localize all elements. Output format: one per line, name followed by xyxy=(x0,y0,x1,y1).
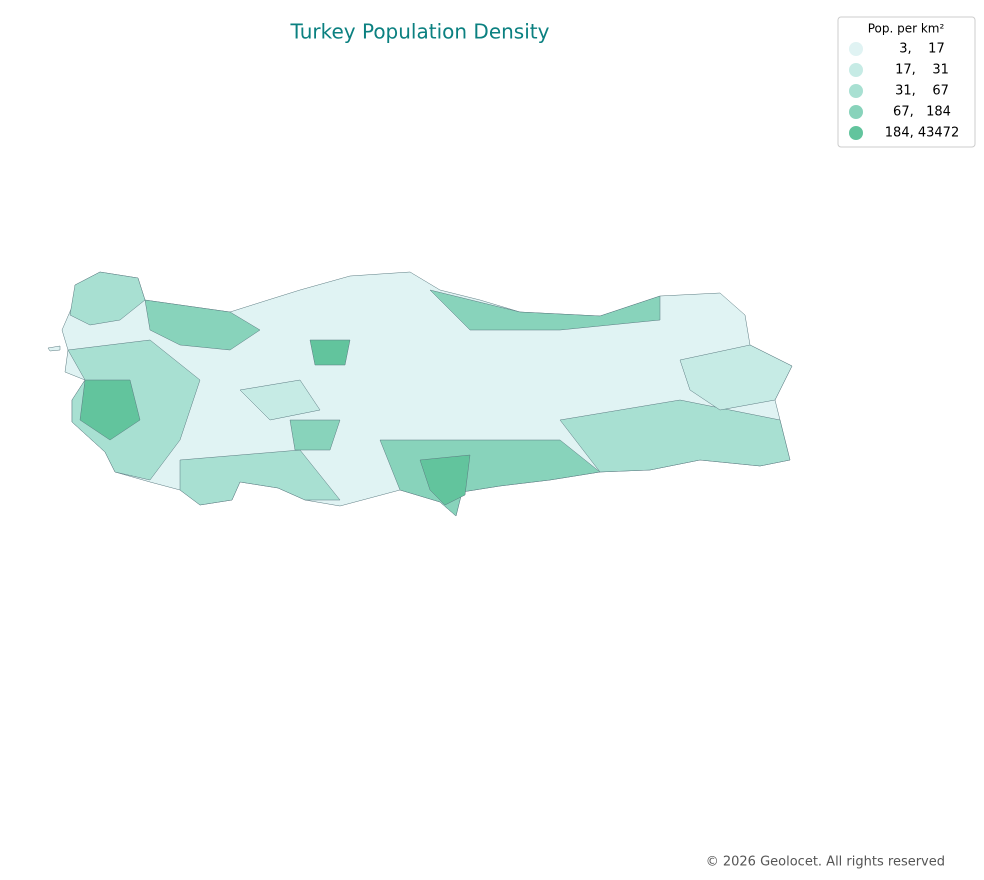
legend-label: 31, 67 xyxy=(895,84,949,99)
copyright: © 2026 Geolocet. All rights reserved xyxy=(706,855,945,870)
thrace xyxy=(69,271,146,326)
map xyxy=(47,271,793,517)
map-title: Turkey Population Density xyxy=(290,20,550,44)
region-patch xyxy=(144,299,261,351)
legend-label: 67, 184 xyxy=(893,105,951,120)
region-patch xyxy=(559,399,791,473)
legend-title: Pop. per km² xyxy=(868,22,945,36)
region-patch xyxy=(379,439,601,517)
region-patch xyxy=(289,419,341,451)
legend-label: 17, 31 xyxy=(895,63,949,78)
legend: Pop. per km² 3, 17 17, 31 31, 67 67, 184 184… xyxy=(837,16,976,148)
region-patch xyxy=(79,379,141,441)
legend-label: 184, 43472 xyxy=(885,126,959,141)
legend-label: 3, 17 xyxy=(899,42,944,57)
region-patch xyxy=(179,449,341,506)
legend-swatch xyxy=(849,63,863,77)
legend-swatch xyxy=(849,84,863,98)
island xyxy=(47,345,61,352)
region-patch xyxy=(309,339,351,366)
legend-swatch xyxy=(849,42,863,56)
region-patch xyxy=(429,289,661,331)
region-patch xyxy=(239,379,321,421)
region-patch xyxy=(419,454,471,506)
region-patch xyxy=(679,344,793,411)
legend-swatch xyxy=(849,126,863,140)
legend-swatch xyxy=(849,105,863,119)
legend-box xyxy=(837,16,976,148)
